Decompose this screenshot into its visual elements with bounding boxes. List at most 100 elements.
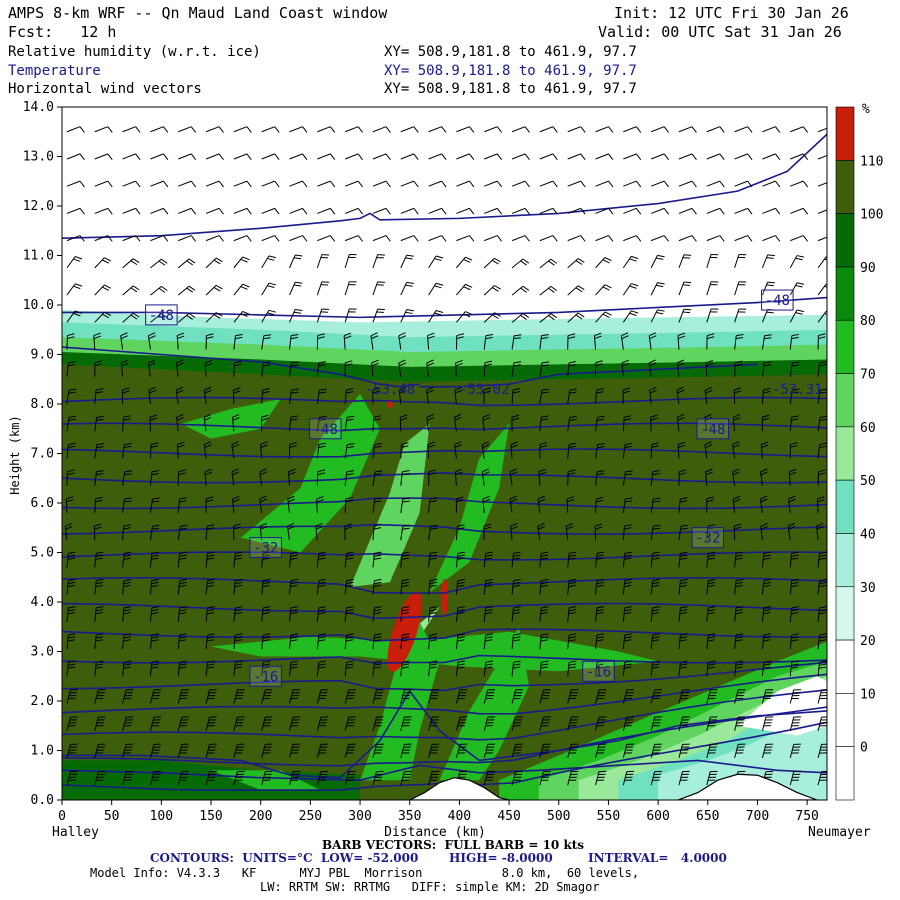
wind-barb — [734, 660, 744, 677]
wind-barb — [511, 689, 523, 704]
wind-barb — [678, 126, 697, 133]
colorbar-label: 10 — [860, 687, 876, 702]
wind-barb — [399, 414, 408, 432]
wind-barb — [678, 254, 692, 269]
wind-barb — [344, 180, 363, 188]
wind-barb — [233, 770, 245, 786]
wind-barb — [344, 308, 357, 323]
wind-barb — [177, 689, 189, 704]
wind-barb — [426, 414, 435, 432]
wind-barb — [233, 551, 243, 568]
wind-barb — [734, 126, 753, 133]
wind-barb — [94, 360, 103, 377]
contour-label-text: -48 — [700, 422, 725, 438]
wind-barb — [817, 154, 827, 160]
wind-barb — [455, 524, 465, 541]
rh-supersat-small — [441, 579, 448, 616]
wind-barb — [289, 660, 299, 677]
wind-barb — [817, 442, 827, 459]
wind-barb — [261, 255, 277, 269]
wind-barb — [483, 770, 495, 786]
wind-barb — [261, 414, 269, 432]
wind-barb — [789, 633, 799, 650]
wind-barb — [372, 578, 382, 595]
wind-barb — [678, 633, 688, 650]
colorbar-label: 20 — [860, 634, 876, 649]
wind-barb — [289, 333, 299, 350]
wind-barb — [289, 415, 298, 432]
wind-barb — [622, 689, 635, 704]
contour-label: -48 — [145, 304, 178, 326]
wind-barb — [289, 388, 299, 405]
wind-barb — [537, 495, 546, 513]
wind-barb — [706, 770, 718, 786]
colorbar-label: 60 — [860, 421, 876, 436]
wind-barb — [706, 633, 716, 650]
wind-barb — [205, 257, 223, 269]
wind-barb — [567, 415, 578, 432]
wind-barb — [761, 689, 774, 704]
wind-barb — [789, 415, 799, 432]
rh-plume-center — [350, 423, 430, 588]
wind-barb — [567, 633, 577, 650]
y-tick-label: 9.0 — [31, 348, 54, 363]
wind-barb — [122, 258, 140, 269]
contour-label: -48 — [696, 418, 729, 440]
wind-barb — [122, 153, 141, 161]
wind-barb — [509, 468, 518, 486]
wind-barb — [734, 308, 747, 323]
wind-barb — [649, 386, 657, 405]
colorbar-label: 100 — [860, 208, 883, 223]
wind-barb — [789, 442, 798, 459]
wind-barb — [734, 360, 743, 377]
contour-minus48-top — [62, 296, 827, 319]
wind-barb — [66, 235, 85, 242]
wind-barb — [177, 660, 187, 677]
wind-barb — [567, 312, 585, 323]
wind-barb — [372, 442, 382, 459]
wind-barb — [650, 207, 669, 215]
x-tick-label: 650 — [696, 809, 719, 824]
wind-barb — [454, 386, 463, 405]
wind-barb — [481, 441, 490, 459]
wind-barb — [122, 235, 141, 242]
wind-barb — [205, 180, 224, 188]
wind-barb — [567, 578, 577, 595]
wind-barb — [706, 743, 718, 759]
wind-barb — [817, 660, 827, 677]
wind-barb — [456, 180, 475, 188]
wind-barb — [287, 495, 295, 513]
wind-barb — [178, 180, 197, 188]
wind-barb — [203, 441, 212, 459]
colorbar-segment — [835, 160, 855, 214]
wind-barb — [733, 387, 742, 405]
wind-barb — [789, 388, 800, 405]
wind-barb — [344, 523, 352, 541]
wind-barb — [286, 522, 295, 541]
wind-barb — [539, 153, 558, 161]
wind-barb — [175, 359, 184, 377]
wind-barb — [289, 770, 301, 786]
wind-barb — [122, 524, 131, 541]
wind-barb — [676, 386, 685, 405]
wind-barb — [400, 207, 419, 215]
wind-barb — [761, 254, 775, 269]
wind-barb — [344, 207, 363, 215]
wind-barb — [205, 333, 214, 350]
wind-barb — [456, 235, 475, 242]
temperature-contours — [62, 133, 827, 791]
y-tick-label: 6.0 — [31, 496, 54, 511]
wind-barb — [428, 689, 440, 704]
wind-barb — [428, 180, 447, 188]
wind-barb — [261, 388, 270, 405]
wind-barb — [817, 770, 827, 786]
wind-barb — [622, 255, 639, 269]
wind-barb — [650, 442, 659, 459]
wind-barb — [66, 415, 77, 432]
wind-barb — [428, 743, 440, 759]
wind-barb — [233, 235, 252, 242]
wind-barb — [817, 333, 826, 350]
y-tick-label: 12.0 — [23, 199, 54, 214]
wind-barb — [455, 606, 466, 622]
wind-barb — [428, 716, 440, 731]
